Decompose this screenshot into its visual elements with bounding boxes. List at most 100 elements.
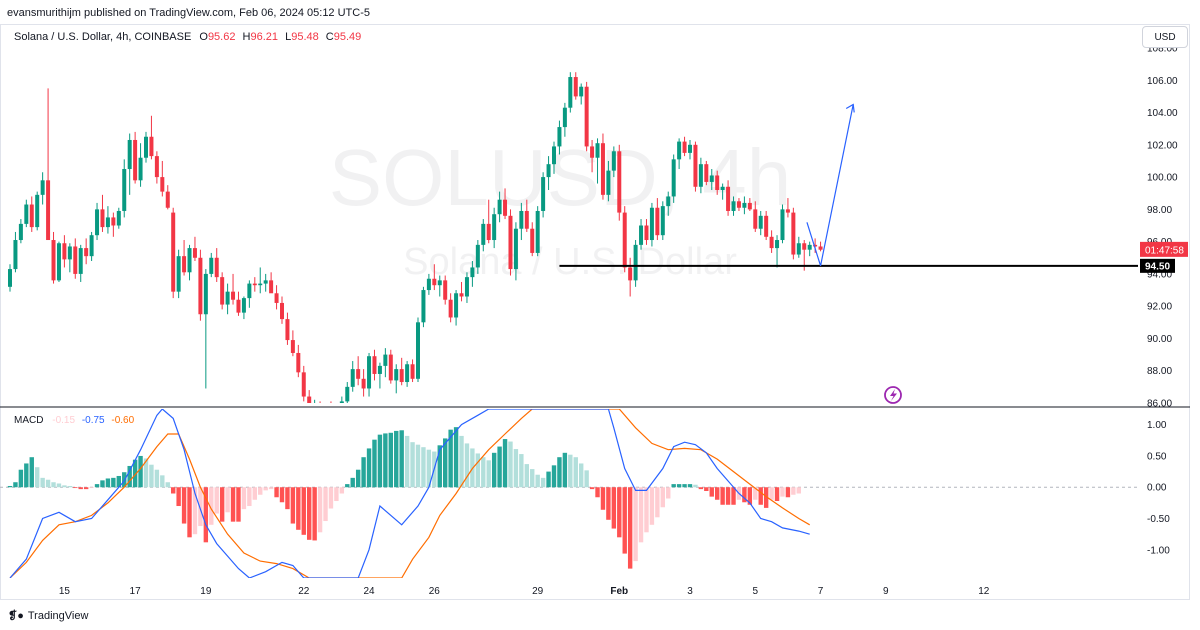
macd-hist-bar	[83, 487, 89, 490]
macd-hist-bar	[29, 457, 34, 488]
candle-body	[671, 159, 676, 197]
macd-hist-bar	[676, 484, 682, 488]
candle-body	[214, 257, 219, 278]
tradingview-brand: TradingView	[27, 609, 89, 622]
projection-arrow[interactable]	[806, 103, 855, 267]
candle-body	[590, 146, 595, 158]
macd-hist-bar	[214, 487, 219, 514]
macd-hist-bar	[328, 487, 334, 509]
macd-hist-bar	[687, 484, 693, 488]
candle-body	[203, 273, 208, 315]
macd-hist-bar	[562, 452, 568, 488]
macd-hist-bar	[290, 487, 296, 524]
candle-body	[339, 401, 344, 403]
candle-body	[736, 201, 741, 208]
candle-body	[513, 228, 518, 270]
candle-body	[280, 302, 284, 320]
macd-hist-bar	[13, 482, 18, 488]
macd-tick-label: 0.50	[1147, 451, 1167, 462]
candle-body	[399, 369, 404, 383]
candle-body	[51, 240, 56, 281]
macd-hist-bar	[404, 435, 410, 488]
macd-hist-bar	[421, 447, 426, 488]
footer[interactable]: ❡● TradingView	[8, 609, 89, 623]
level-label: 94.50	[1145, 261, 1170, 272]
macd-hist-bar	[67, 485, 73, 488]
candle-body	[187, 248, 192, 273]
chart-frame[interactable]	[0, 24, 1190, 600]
candle-body	[497, 199, 502, 215]
macd-hist-bar	[160, 475, 165, 488]
candle-body	[138, 157, 143, 181]
price-tick-label: 86.00	[1147, 399, 1172, 410]
candle-body	[693, 144, 698, 187]
time-tick-label: 5	[752, 586, 758, 597]
candle-body	[269, 280, 274, 294]
time-tick-label: 29	[532, 586, 544, 597]
macd-hist-bar	[345, 484, 350, 488]
time-tick-label: 15	[59, 586, 71, 597]
candle-body	[24, 204, 29, 224]
watermark-symbol: SOLUSD, 4h	[329, 133, 791, 222]
lightning-icon[interactable]	[884, 386, 902, 404]
candle-body	[775, 240, 780, 249]
time-tick-label: Feb	[610, 586, 628, 597]
macd-hist-bar	[671, 484, 676, 488]
candle-body	[519, 210, 524, 229]
macd-signal-value: -0.60	[111, 415, 135, 426]
time-tick-label: 3	[687, 586, 693, 597]
candle-body	[649, 207, 654, 241]
candle-body	[432, 278, 437, 286]
candle-body	[720, 186, 725, 190]
macd-hist-bar	[709, 487, 714, 497]
candle-body	[726, 186, 731, 211]
macd-hist-bar	[350, 477, 355, 488]
macd-pane	[0, 409, 1138, 578]
currency-button[interactable]: USD	[1142, 26, 1188, 48]
candle-body	[459, 293, 464, 297]
candle-body	[644, 225, 649, 241]
candle-body	[802, 243, 807, 250]
macd-hist-bar	[785, 487, 791, 498]
candle-body	[595, 143, 600, 158]
macd-hist-bar	[263, 487, 268, 491]
arrow-head	[845, 103, 855, 113]
macd-hist-bar	[584, 470, 589, 488]
macd-hist-bar	[203, 487, 209, 543]
candle-body	[769, 236, 774, 249]
candle-body	[95, 209, 100, 236]
macd-hist-bar	[45, 479, 51, 488]
macd-hist-bar	[62, 485, 67, 488]
macd-hist-bar	[502, 439, 508, 488]
price-tick-label: 92.00	[1147, 302, 1172, 313]
candle-body	[78, 248, 83, 274]
high-label: H	[242, 31, 251, 43]
candle-body	[35, 194, 40, 228]
macd-hist-bar	[366, 448, 372, 488]
macd-tick-label: -1.00	[1147, 545, 1170, 556]
candle-body	[154, 156, 159, 178]
macd-hist-bar	[475, 453, 481, 488]
macd-hist-bar	[410, 442, 415, 488]
macd-hist-bar	[649, 487, 655, 525]
time-tick-label: 19	[200, 586, 212, 597]
macd-hist-bar	[388, 432, 393, 488]
time-tick-label: 17	[130, 586, 142, 597]
candle-body	[252, 283, 257, 286]
candle-body	[209, 257, 214, 274]
macd-hist-bar	[100, 480, 105, 488]
candle-body	[296, 352, 301, 373]
candle-body	[285, 319, 290, 341]
macd-hist-bar	[464, 443, 470, 488]
candle-body	[731, 201, 736, 211]
macd-hist-bar	[73, 487, 78, 489]
macd-hist-bar	[758, 487, 763, 505]
macd-hist-bar	[35, 467, 40, 488]
candle-body	[198, 257, 203, 315]
candle-body	[437, 280, 442, 286]
macd-hist-bar	[7, 485, 13, 488]
candle-body	[454, 293, 459, 318]
countdown-label-box	[1140, 241, 1188, 257]
macd-hist-bar	[617, 487, 622, 538]
